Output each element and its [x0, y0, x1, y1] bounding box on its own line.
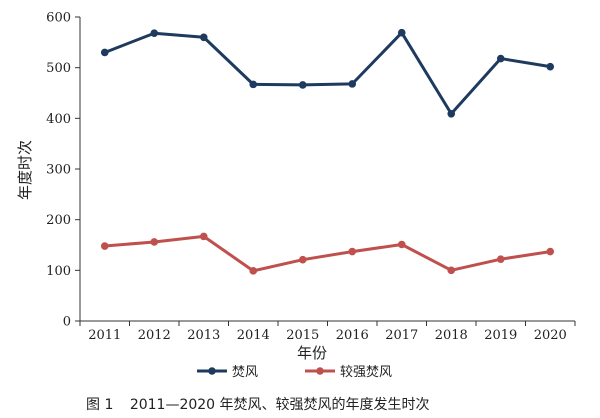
- data-point: [199, 33, 208, 42]
- legend-swatch-marker: [208, 367, 216, 375]
- data-point: [298, 255, 307, 264]
- data-point: [199, 232, 208, 241]
- y-axis-title: 年度时次: [16, 140, 34, 200]
- data-point: [496, 54, 505, 63]
- legend-label: 较强焚风: [340, 365, 392, 380]
- legend-label: 焚风: [232, 365, 258, 380]
- legend: 焚风 较强焚风: [197, 365, 392, 380]
- legend-item: 较强焚风: [305, 365, 392, 380]
- data-point: [496, 255, 505, 263]
- y-axis-ticks: 0 100 200 300 400 500 600: [46, 11, 80, 330]
- y-tick-label: 200: [46, 213, 71, 228]
- y-tick-label: 500: [46, 61, 71, 76]
- x-tick-label: 2011: [88, 328, 121, 343]
- y-tick-label: 0: [63, 315, 71, 330]
- x-axis-title: 年份: [297, 344, 327, 362]
- x-tick-label: 2012: [138, 328, 171, 343]
- x-tick-label: 2020: [534, 328, 567, 343]
- data-point: [546, 247, 555, 256]
- x-tick-label: 2013: [187, 328, 220, 343]
- data-point: [546, 62, 555, 71]
- x-tick-label: 2015: [286, 328, 319, 343]
- y-tick-label: 400: [46, 112, 71, 127]
- x-tick-label: 2019: [484, 328, 517, 343]
- series-1: [100, 28, 555, 118]
- data-point: [397, 240, 406, 249]
- x-axis-ticks: 2011 2012 2013 2014 2015 2016 2017 2018 2019 2020: [79, 321, 576, 343]
- series-line: [103, 31, 552, 116]
- data-point: [447, 109, 456, 118]
- legend-swatch-marker: [316, 367, 324, 375]
- data-point: [348, 80, 357, 88]
- data-point: [447, 266, 456, 275]
- data-point: [249, 80, 258, 89]
- data-point: [348, 247, 357, 256]
- caption-label: 图 1: [86, 397, 113, 413]
- caption-text: 2011—2020 年焚风、较强焚风的年度发生时次: [130, 397, 430, 413]
- data-point: [100, 48, 109, 57]
- chart-axes: [79, 17, 575, 322]
- x-tick-label: 2018: [435, 328, 468, 343]
- data-point: [298, 81, 307, 89]
- data-point: [100, 242, 109, 250]
- data-point: [150, 29, 159, 38]
- x-tick-label: 2014: [237, 328, 270, 343]
- x-tick-label: 2016: [336, 328, 369, 343]
- data-point: [249, 267, 258, 275]
- y-tick-label: 300: [46, 163, 71, 178]
- data-point: [397, 28, 406, 37]
- data-point: [150, 238, 159, 246]
- y-tick-label: 100: [46, 264, 71, 279]
- legend-item: 焚风: [197, 365, 258, 380]
- series-line: [103, 234, 552, 273]
- x-tick-label: 2017: [385, 328, 418, 343]
- series-2: [100, 232, 555, 275]
- figure-caption: 图 1 2011—2020 年焚风、较强焚风的年度发生时次: [86, 397, 430, 413]
- y-tick-label: 600: [46, 11, 71, 26]
- series-layer: [100, 28, 555, 275]
